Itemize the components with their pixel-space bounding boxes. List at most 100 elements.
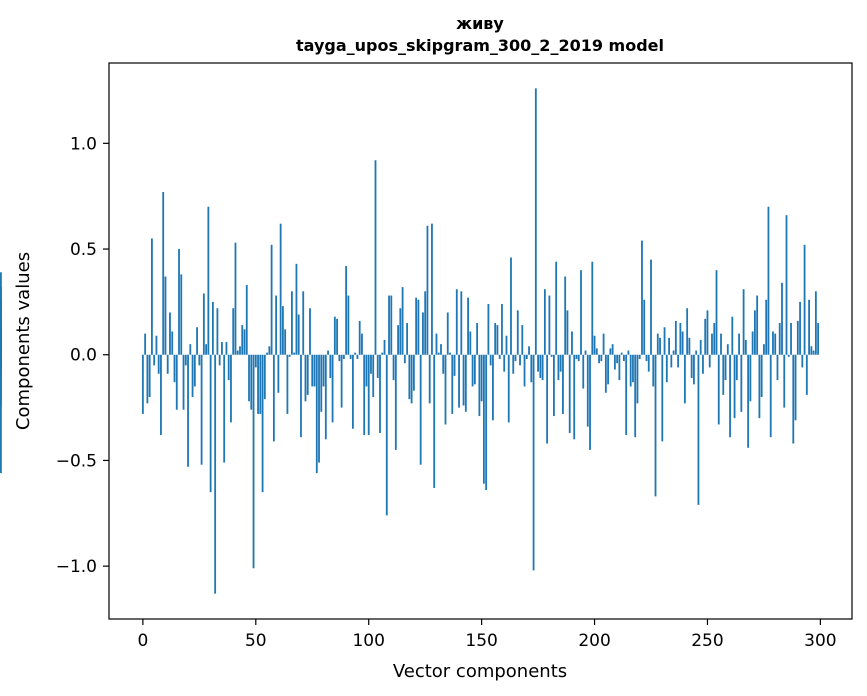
bar	[546, 354, 549, 444]
bar	[661, 354, 664, 442]
bar	[751, 331, 754, 355]
bar	[534, 88, 537, 355]
bar	[632, 354, 634, 383]
bar	[776, 354, 779, 381]
bar	[214, 354, 217, 594]
bar	[566, 310, 569, 355]
bar	[297, 314, 300, 355]
bar	[361, 333, 363, 355]
bar	[338, 354, 341, 362]
bar	[347, 295, 350, 355]
bar	[173, 354, 176, 383]
bar	[573, 354, 576, 440]
bar	[243, 329, 246, 355]
bar	[304, 354, 307, 402]
bar	[724, 354, 727, 381]
bar	[352, 354, 354, 429]
bar	[749, 354, 752, 402]
x-tick-label: 300	[804, 631, 836, 651]
bar	[758, 354, 761, 419]
bar	[399, 308, 402, 355]
bar	[365, 354, 368, 387]
bar	[482, 354, 485, 484]
bar	[431, 223, 433, 355]
bar	[742, 289, 745, 355]
bar	[184, 354, 187, 366]
bar	[747, 354, 750, 448]
bar	[735, 354, 738, 381]
bar	[641, 240, 643, 355]
bar	[521, 325, 524, 355]
bar	[643, 299, 646, 355]
bar	[162, 191, 165, 355]
bar	[744, 339, 747, 355]
bar	[616, 354, 619, 364]
y-tick-label: −0.5	[56, 451, 97, 471]
bar	[0, 354, 2, 406]
bar	[738, 333, 740, 355]
bar	[458, 354, 460, 408]
bar	[263, 354, 266, 400]
bar	[279, 223, 282, 355]
bar	[157, 354, 160, 374]
bars-group	[0, 88, 820, 594]
bar	[555, 261, 558, 355]
bar	[699, 339, 702, 355]
bar	[467, 297, 469, 355]
bar	[367, 354, 370, 436]
bar	[514, 354, 517, 362]
bar	[266, 352, 268, 355]
bar	[187, 354, 189, 467]
bar	[455, 289, 458, 355]
bar	[444, 354, 447, 425]
bar	[765, 299, 768, 355]
bar	[410, 354, 413, 404]
bar	[218, 354, 221, 366]
bar	[211, 301, 214, 355]
bar	[717, 354, 720, 425]
bar	[248, 354, 250, 402]
bar	[796, 320, 799, 355]
bar	[668, 337, 670, 355]
bar	[291, 291, 293, 355]
bar	[575, 354, 578, 359]
bar	[763, 344, 765, 355]
bar	[180, 274, 183, 355]
bar	[363, 354, 366, 436]
bar	[769, 354, 772, 438]
bar	[690, 354, 693, 378]
bar	[433, 354, 436, 488]
bar	[236, 350, 239, 355]
bar	[688, 337, 691, 355]
bar	[487, 304, 490, 355]
bar	[586, 354, 589, 427]
bar	[349, 354, 352, 359]
y-axis-label: Components values	[13, 252, 34, 430]
bar	[281, 306, 284, 355]
bar	[464, 354, 467, 412]
bar	[320, 354, 323, 412]
bar	[196, 327, 198, 355]
bar	[559, 354, 562, 372]
bar	[507, 354, 510, 423]
bar	[627, 350, 630, 355]
bar	[679, 323, 682, 355]
bar	[720, 333, 722, 355]
bar	[740, 354, 743, 412]
bar	[537, 354, 539, 372]
bar	[340, 354, 343, 408]
bar	[478, 354, 481, 417]
bar	[498, 354, 501, 359]
bar	[336, 318, 338, 355]
bar	[494, 323, 497, 355]
bar	[424, 291, 427, 355]
bar	[591, 261, 594, 355]
bar	[713, 323, 716, 355]
bar	[252, 354, 255, 569]
bar	[799, 301, 801, 355]
bar	[753, 310, 756, 355]
bar	[234, 242, 237, 355]
bar	[708, 354, 711, 368]
bar	[324, 354, 327, 440]
bar	[607, 354, 609, 385]
